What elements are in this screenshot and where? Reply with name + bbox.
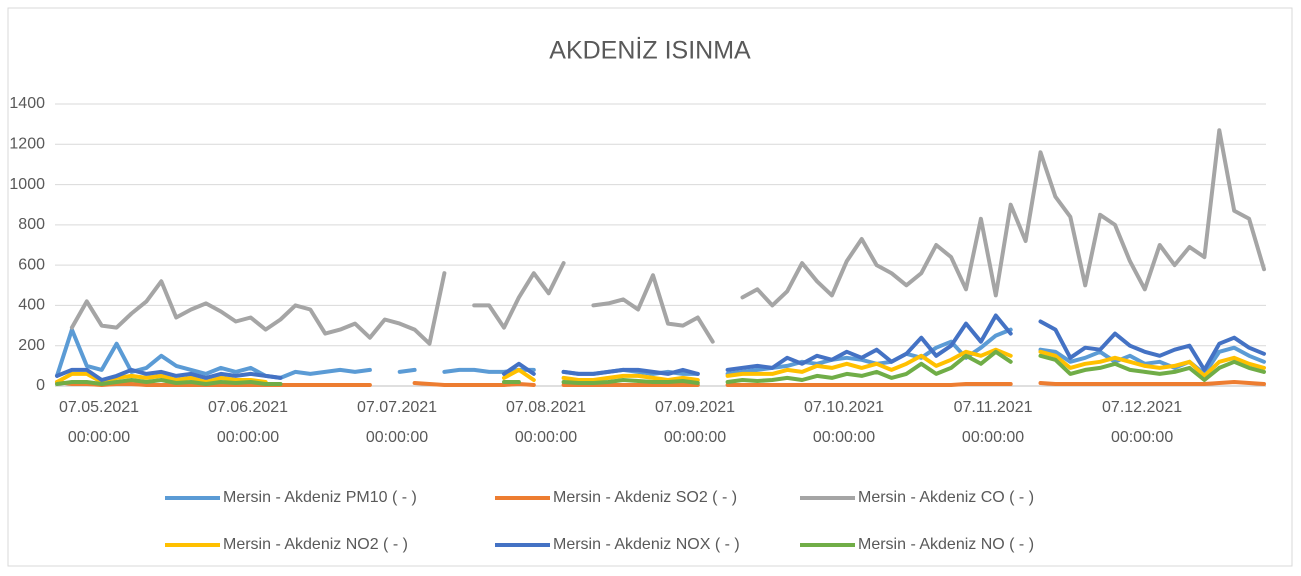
y-tick-label: 0 (36, 377, 45, 394)
x-tick-label: 07.07.2021 00:00:00 (356, 399, 438, 446)
x-tick-label: 07.09.2021 00:00:00 (655, 399, 736, 446)
y-tick-label: 1000 (9, 176, 45, 193)
y-tick-label: 600 (18, 256, 45, 273)
chart-title: AKDENİZ ISINMA (549, 36, 751, 65)
line-series (55, 347, 1266, 384)
x-tick-label: 07.10.2021 00:00:00 (804, 399, 885, 446)
legend-label: Mersin - Akdeniz SO2 ( - ) (553, 489, 737, 506)
x-tick-label: 07.12.2021 00:00:00 (1102, 399, 1183, 446)
legend-label: Mersin - Akdeniz NO ( - ) (858, 536, 1034, 553)
x-tick-label: 07.08.2021 00:00:00 (505, 399, 587, 446)
legend-label: Mersin - Akdeniz NO2 ( - ) (223, 536, 408, 553)
y-tick-label: 400 (18, 297, 45, 314)
x-tick-label: 07.11.2021 00:00:00 (953, 399, 1033, 446)
y-tick-label: 1400 (9, 95, 45, 112)
y-tick-label: 800 (18, 216, 45, 233)
legend-label: Mersin - Akdeniz PM10 ( - ) (223, 489, 417, 506)
line-series (55, 313, 1266, 382)
y-tick-label: 1200 (9, 136, 45, 153)
y-tick-label: 200 (18, 337, 45, 354)
line-series (55, 349, 1266, 386)
legend-label: Mersin - Akdeniz CO ( - ) (858, 489, 1034, 506)
line-series (69, 128, 1266, 346)
x-tick-label: 07.05.2021 00:00:00 (58, 399, 140, 446)
x-tick-label: 07.06.2021 00:00:00 (207, 399, 289, 446)
legend-label: Mersin - Akdeniz NOX ( - ) (553, 536, 740, 553)
